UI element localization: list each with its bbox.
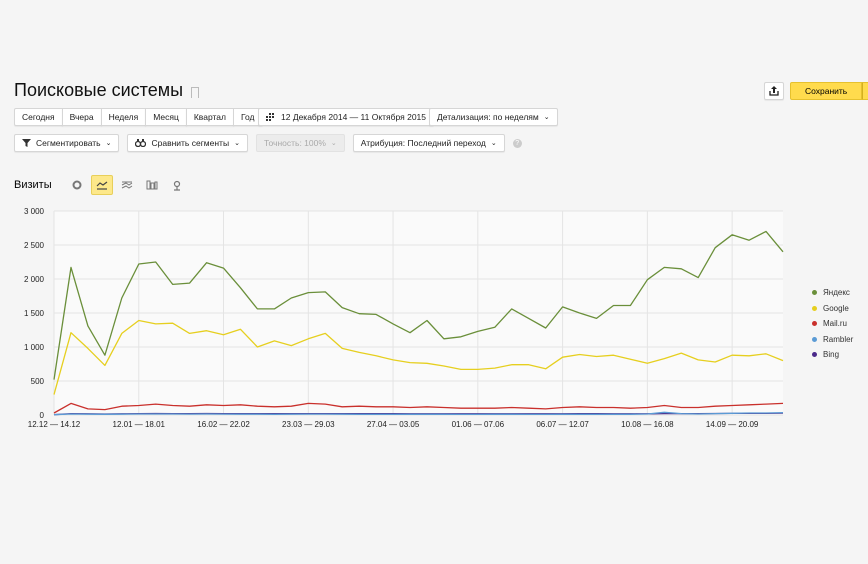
filter-icon bbox=[22, 139, 31, 147]
period-yesterday-button[interactable]: Вчера bbox=[61, 108, 102, 126]
compare-segments-button[interactable]: Сравнить сегменты ⌄ bbox=[127, 134, 248, 152]
legend-item[interactable]: Rambler bbox=[812, 332, 853, 348]
date-range-button[interactable]: 12 Декабря 2014 — 11 Октября 2015 bbox=[258, 108, 435, 126]
legend-label: Rambler bbox=[823, 334, 854, 344]
series-line[interactable] bbox=[53, 402, 784, 414]
x-tick-label: 12.01 — 18.01 bbox=[113, 420, 166, 429]
segment-label: Сегментировать bbox=[36, 138, 101, 148]
legend-dot-icon bbox=[812, 336, 817, 342]
compare-icon bbox=[135, 139, 147, 147]
legend-dot-icon bbox=[812, 352, 817, 358]
legend-label: Mail.ru bbox=[823, 319, 848, 329]
filter-row: Сегментировать ⌄ Сравнить сегменты ⌄ Точ… bbox=[14, 134, 522, 152]
legend-item[interactable]: Google bbox=[812, 301, 853, 317]
y-tick-label: 2 000 bbox=[24, 275, 45, 284]
series-line[interactable] bbox=[53, 319, 784, 395]
segment-button[interactable]: Сегментировать ⌄ bbox=[14, 134, 120, 152]
bar-chart-icon[interactable] bbox=[141, 175, 163, 195]
x-tick-label: 23.03 — 29.03 bbox=[282, 420, 335, 429]
chevron-down-icon: ⌄ bbox=[234, 140, 240, 147]
y-tick-label: 0 bbox=[40, 411, 45, 420]
metric-header: Визиты bbox=[14, 175, 191, 195]
period-week-button[interactable]: Неделя bbox=[100, 108, 147, 126]
chevron-down-icon: ⌄ bbox=[490, 140, 497, 147]
accuracy-dropdown: Точность: 100% ⌄ bbox=[255, 134, 345, 152]
period-quarter-button[interactable]: Квартал bbox=[185, 108, 234, 126]
x-tick-label: 01.06 — 07.06 bbox=[452, 420, 505, 429]
line-chart-icon[interactable] bbox=[90, 175, 113, 195]
x-tick-label: 10.08 — 16.08 bbox=[621, 420, 674, 429]
legend-label: Google bbox=[823, 303, 849, 313]
save-group: Сохранить ⌄ bbox=[790, 82, 868, 100]
x-tick-label: 06.07 — 12.07 bbox=[536, 420, 589, 429]
x-tick-label: 27.04 — 03.05 bbox=[367, 420, 420, 429]
date-range-label: 12 Декабря 2014 — 11 Октября 2015 bbox=[281, 112, 427, 122]
y-tick-label: 1 500 bbox=[24, 309, 45, 318]
y-tick-label: 1 000 bbox=[24, 343, 45, 352]
export-button[interactable] bbox=[764, 82, 784, 100]
legend-label: Bing bbox=[823, 350, 840, 360]
compare-label: Сравнить сегменты bbox=[151, 138, 230, 148]
pie-chart-icon[interactable] bbox=[66, 175, 88, 195]
chevron-down-icon: ⌄ bbox=[543, 114, 550, 121]
x-tick-label: 16.02 — 22.02 bbox=[197, 420, 250, 429]
metric-title: Визиты bbox=[14, 179, 52, 191]
y-tick-label: 3 000 bbox=[24, 207, 45, 216]
legend-label: Яндекс bbox=[823, 288, 850, 298]
period-today-button[interactable]: Сегодня bbox=[14, 108, 63, 126]
legend-dot-icon bbox=[812, 321, 817, 327]
legend-dot-icon bbox=[812, 305, 817, 311]
chevron-down-icon: ⌄ bbox=[105, 140, 112, 147]
period-selector: Сегодня Вчера Неделя Месяц Квартал Год bbox=[14, 108, 263, 126]
series-line[interactable] bbox=[53, 230, 784, 380]
page-title-text: Поисковые системы bbox=[14, 80, 184, 100]
series-line[interactable] bbox=[53, 411, 784, 416]
detail-label: Детализация: по неделям bbox=[437, 112, 539, 122]
visits-line-chart: 0 500 1 000 1 500 2 000 2 500 3 000 12.12 — 14.… bbox=[24, 207, 784, 429]
help-icon[interactable]: ? bbox=[512, 138, 522, 148]
legend-item[interactable]: Mail.ru bbox=[812, 316, 853, 332]
x-tick-label: 14.09 — 20.09 bbox=[706, 420, 759, 429]
detail-dropdown[interactable]: Детализация: по неделям ⌄ bbox=[429, 108, 558, 126]
attribution-dropdown[interactable]: Атрибуция: Последний переход ⌄ bbox=[352, 134, 505, 152]
area-chart-icon[interactable] bbox=[116, 175, 138, 195]
map-icon[interactable] bbox=[166, 175, 188, 195]
y-tick-label: 2 500 bbox=[24, 241, 45, 250]
x-tick-label: 12.12 — 14.12 bbox=[28, 420, 81, 429]
bookmark-icon[interactable] bbox=[191, 86, 200, 98]
legend-item[interactable]: Яндекс bbox=[812, 285, 853, 301]
accuracy-label: Точность: 100% bbox=[263, 138, 326, 148]
attribution-label: Атрибуция: Последний переход bbox=[360, 138, 486, 148]
save-menu-button[interactable]: ⌄ bbox=[862, 82, 868, 100]
period-month-button[interactable]: Месяц bbox=[145, 108, 187, 126]
page-title: Поисковые системы bbox=[14, 80, 200, 101]
upload-icon bbox=[769, 86, 779, 96]
legend-dot-icon bbox=[812, 290, 817, 296]
save-button[interactable]: Сохранить bbox=[790, 82, 863, 100]
chart-legend: Яндекс Google Mail.ru Rambler Bing bbox=[812, 285, 853, 363]
calendar-icon bbox=[266, 113, 274, 121]
chevron-down-icon: ⌄ bbox=[330, 140, 337, 147]
legend-item[interactable]: Bing bbox=[812, 347, 853, 363]
y-tick-label: 500 bbox=[31, 377, 45, 386]
